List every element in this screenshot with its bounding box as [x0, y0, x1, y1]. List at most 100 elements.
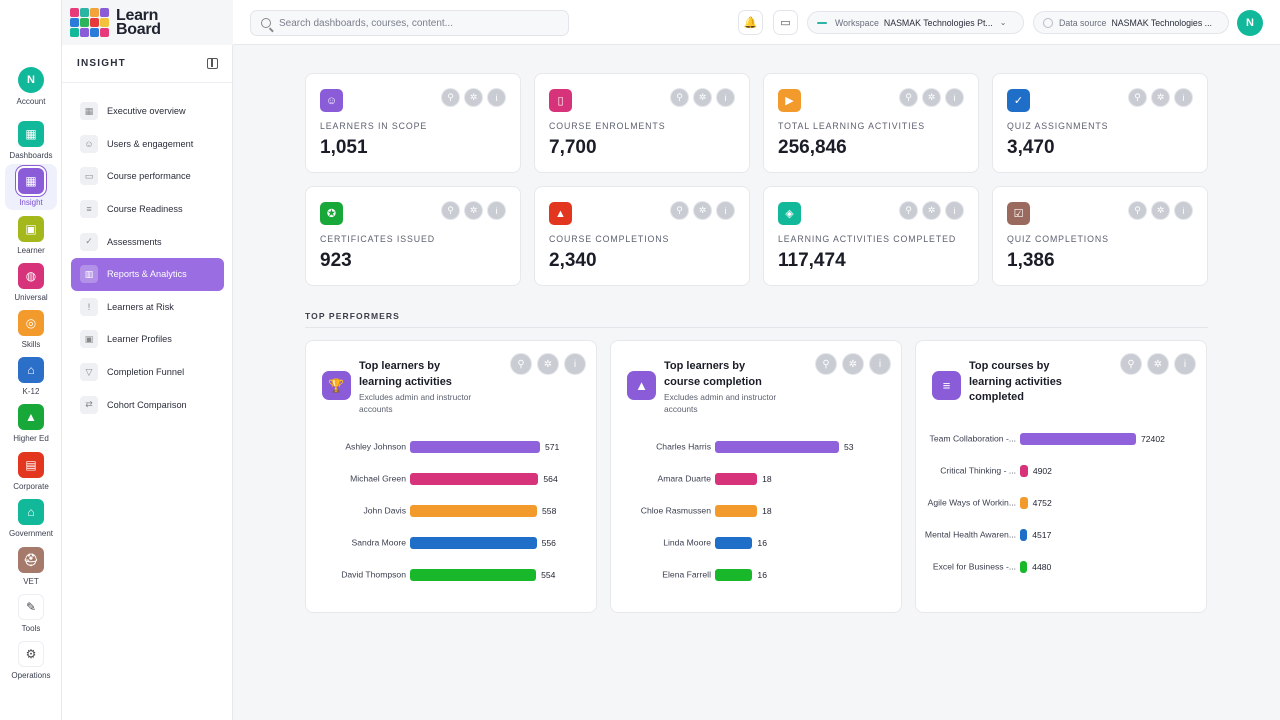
user-avatar[interactable]: N [1237, 10, 1263, 36]
bar [1020, 561, 1028, 573]
bar-row[interactable]: Excel for Business -... 4480 [916, 557, 1208, 577]
pin-icon[interactable]: ⚲ [1128, 201, 1147, 220]
sidebar-item-learner-profiles[interactable]: ▣ Learner Profiles [71, 323, 224, 356]
info-icon[interactable]: i [869, 353, 891, 375]
sidebar-item-course-performance[interactable]: ▭ Course performance [71, 160, 224, 193]
pin-icon[interactable]: ⚲ [899, 201, 918, 220]
rail-item-label: Government [8, 529, 54, 538]
rail-item-vet[interactable]: ⛑ VET [0, 547, 62, 586]
search-input[interactable] [279, 17, 559, 29]
card-actions: ⚲ ✲ i [441, 88, 506, 107]
kpi-card-course-completions[interactable]: ▲ ⚲ ✲ i COURSE COMPLETIONS 2,340 [534, 186, 750, 286]
info-icon[interactable]: i [487, 88, 506, 107]
notifications-button[interactable]: 🔔 [738, 10, 763, 35]
rail-item-corporate[interactable]: ▤ Corporate [0, 452, 62, 491]
bar-row[interactable]: Charles Harris 53 [611, 437, 903, 457]
info-icon[interactable]: i [1174, 353, 1196, 375]
bar-row[interactable]: Linda Moore 16 [611, 533, 903, 553]
info-icon[interactable]: i [716, 201, 735, 220]
info-icon[interactable]: i [1174, 201, 1193, 220]
kpi-card-learning-activities-completed[interactable]: ◈ ⚲ ✲ i LEARNING ACTIVITIES COMPLETED 117,474 [763, 186, 979, 286]
sparkle-icon[interactable]: ✲ [922, 201, 941, 220]
bar-value: 72402 [1141, 434, 1165, 444]
kpi-value: 1,051 [320, 137, 368, 158]
sidebar-item-executive-overview[interactable]: ▦ Executive overview [71, 95, 224, 128]
rail-item-tools[interactable]: ✎ Tools [0, 594, 62, 633]
bar-row[interactable]: Sandra Moore 556 [306, 533, 598, 553]
bar-row[interactable]: Ashley Johnson 571 [306, 437, 598, 457]
bar-row[interactable]: Mental Health Awaren... 4517 [916, 525, 1208, 545]
info-icon[interactable]: i [945, 88, 964, 107]
sparkle-icon[interactable]: ✲ [842, 353, 864, 375]
info-icon[interactable]: i [945, 201, 964, 220]
kpi-card-learners-in-scope[interactable]: ☺ ⚲ ✲ i LEARNERS IN SCOPE 1,051 [305, 73, 521, 173]
sparkle-icon[interactable]: ✲ [464, 201, 483, 220]
rail-item-account[interactable]: N Account [0, 67, 62, 106]
sidebar-item-label: Reports & Analytics [107, 269, 187, 280]
kpi-card-certificates-issued[interactable]: ✪ ⚲ ✲ i CERTIFICATES ISSUED 923 [305, 186, 521, 286]
bar-row[interactable]: John Davis 558 [306, 501, 598, 521]
sidebar-item-users-engagement[interactable]: ☺ Users & engagement [71, 128, 224, 161]
rail-item-label: Learner [17, 246, 45, 255]
datasource-selector[interactable]: Data source NASMAK Technologies ... [1033, 11, 1229, 34]
pin-icon[interactable]: ⚲ [441, 201, 460, 220]
rail-item-universal[interactable]: ◍ Universal [0, 263, 62, 302]
sparkle-icon[interactable]: ✲ [693, 201, 712, 220]
bar-row[interactable]: Elena Farrell 16 [611, 565, 903, 585]
workspace-selector[interactable]: Workspace NASMAK Technologies Pt... ⌄ [807, 11, 1024, 34]
kpi-label: COURSE COMPLETIONS [549, 234, 670, 244]
pin-icon[interactable]: ⚲ [815, 353, 837, 375]
pin-icon[interactable]: ⚲ [1120, 353, 1142, 375]
pin-icon[interactable]: ⚲ [899, 88, 918, 107]
pin-icon[interactable]: ⚲ [670, 88, 689, 107]
kpi-card-quiz-completions[interactable]: ☑ ⚲ ✲ i QUIZ COMPLETIONS 1,386 [992, 186, 1208, 286]
rail-item-government[interactable]: ⌂ Government [0, 499, 62, 538]
rail-item-learner[interactable]: ▣ Learner [0, 216, 62, 255]
collapse-sidebar-icon[interactable] [207, 58, 218, 69]
sidebar-item-cohort-comparison[interactable]: ⇄ Cohort Comparison [71, 388, 224, 421]
rail-item-insight[interactable]: ▦ Insight [5, 164, 57, 210]
rail-item-higher-ed[interactable]: ▲ Higher Ed [0, 404, 62, 443]
sidebar-item-completion-funnel[interactable]: ▽ Completion Funnel [71, 356, 224, 389]
search-box[interactable] [250, 10, 569, 36]
sparkle-icon[interactable]: ✲ [1147, 353, 1169, 375]
sparkle-icon[interactable]: ✲ [464, 88, 483, 107]
rail-item-label: VET [23, 577, 39, 586]
sparkle-icon[interactable]: ✲ [1151, 201, 1170, 220]
learnboard-logo[interactable]: Learn Board [70, 8, 166, 38]
rail-item-operations[interactable]: ⚙ Operations [0, 641, 62, 680]
bar-label: Amara Duarte [657, 473, 712, 484]
rail-item-dashboards[interactable]: ▦ Dashboards [0, 121, 62, 160]
bar-row[interactable]: David Thompson 554 [306, 565, 598, 585]
bar-row[interactable]: Amara Duarte 18 [611, 469, 903, 489]
info-icon[interactable]: i [716, 88, 735, 107]
bar-row[interactable]: Agile Ways of Workin... 4752 [916, 493, 1208, 513]
rail-item-skills[interactable]: ◎ Skills [0, 310, 62, 349]
pin-icon[interactable]: ⚲ [441, 88, 460, 107]
sidebar-item-assessments[interactable]: ✓ Assessments [71, 225, 224, 258]
sparkle-icon[interactable]: ✲ [922, 88, 941, 107]
rail-item-k-12[interactable]: ⌂ K-12 [0, 357, 62, 396]
bar-row[interactable]: Michael Green 564 [306, 469, 598, 489]
logo-tile [90, 28, 99, 37]
sidebar-item-learners-at-risk[interactable]: ! Learners at Risk [71, 291, 224, 324]
sparkle-icon[interactable]: ✲ [537, 353, 559, 375]
list-icon: ≡ [932, 371, 961, 400]
sidebar-item-reports-analytics[interactable]: ▥ Reports & Analytics [71, 257, 224, 291]
pin-icon[interactable]: ⚲ [510, 353, 532, 375]
display-button[interactable]: ▭ [773, 10, 798, 35]
pin-icon[interactable]: ⚲ [1128, 88, 1147, 107]
bar-row[interactable]: Critical Thinking - ... 4902 [916, 461, 1208, 481]
sparkle-icon[interactable]: ✲ [1151, 88, 1170, 107]
bar-row[interactable]: Team Collaboration -... 72402 [916, 429, 1208, 449]
info-icon[interactable]: i [564, 353, 586, 375]
bar-row[interactable]: Chloe Rasmussen 18 [611, 501, 903, 521]
info-icon[interactable]: i [487, 201, 506, 220]
kpi-card-course-enrolments[interactable]: ▯ ⚲ ✲ i COURSE ENROLMENTS 7,700 [534, 73, 750, 173]
pin-icon[interactable]: ⚲ [670, 201, 689, 220]
kpi-card-quiz-assignments[interactable]: ✓ ⚲ ✲ i QUIZ ASSIGNMENTS 3,470 [992, 73, 1208, 173]
sidebar-item-course-readiness[interactable]: ≡ Course Readiness [71, 193, 224, 226]
sparkle-icon[interactable]: ✲ [693, 88, 712, 107]
info-icon[interactable]: i [1174, 88, 1193, 107]
kpi-card-total-learning-activities[interactable]: ▶ ⚲ ✲ i TOTAL LEARNING ACTIVITIES 256,846 [763, 73, 979, 173]
